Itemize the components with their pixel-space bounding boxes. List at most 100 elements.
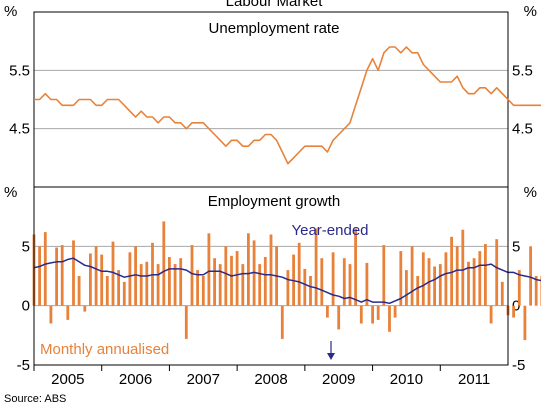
monthly-annualised-bar — [263, 257, 267, 306]
monthly-annualised-bar — [139, 264, 143, 306]
monthly-annualised-bar — [43, 232, 47, 306]
monthly-annualised-bar — [484, 244, 487, 306]
top-ytick-left: 4.5 — [9, 121, 30, 138]
monthly-annualised-bar — [438, 264, 442, 306]
monthly-annualised-bar — [534, 276, 538, 306]
monthly-annualised-bar — [49, 305, 53, 324]
monthly-annualised-bar — [207, 233, 211, 306]
monthly-annualised-bar — [461, 229, 465, 306]
monthly-annualised-bar — [309, 276, 312, 306]
monthly-annualised-bar — [410, 246, 414, 306]
monthly-annualised-bar — [105, 276, 109, 306]
bottom-ytick-right: 5 — [512, 238, 520, 255]
monthly-annualised-bar — [100, 254, 104, 306]
monthly-annualised-bar — [472, 258, 476, 306]
bottom-ytick-left: 0 — [22, 298, 30, 315]
monthly-annualised-bar — [421, 252, 425, 306]
monthly-annualised-bar — [348, 264, 352, 306]
monthly-annualised-bar — [184, 305, 188, 339]
bottom-ytick-right: 0 — [512, 298, 520, 315]
monthly-annualised-bar — [297, 242, 301, 306]
year-ended-arrow — [327, 341, 335, 360]
x-tick-label: 2011 — [458, 371, 490, 388]
monthly-annualised-bar — [89, 253, 92, 306]
monthly-annualised-bar — [224, 246, 228, 306]
monthly-annualised-bar — [247, 233, 250, 306]
monthly-annualised-bar — [128, 252, 132, 306]
monthly-annualised-bar — [365, 262, 369, 306]
bottom-right-unit: % — [524, 184, 537, 201]
bottom-ytick-left: -5 — [17, 357, 30, 374]
monthly-annualised-bar — [388, 305, 391, 332]
x-tick-label: 2007 — [187, 371, 220, 388]
monthly-annualised-bar — [331, 252, 335, 306]
top-panel-title: Unemployment rate — [209, 20, 340, 37]
monthly-annualised-bar — [517, 270, 521, 306]
monthly-annualised-bar — [529, 246, 532, 306]
monthly-annualised-bar — [55, 247, 58, 306]
monthly-annualised-bar — [405, 270, 408, 306]
bottom-panel-title: Employment growth — [208, 193, 341, 210]
monthly-annualised-bar — [111, 241, 115, 306]
source-note: Source: ABS — [4, 393, 66, 405]
monthly-annualised-bar — [145, 261, 149, 306]
monthly-annualised-bar — [359, 305, 363, 324]
monthly-annualised-bar — [303, 268, 307, 306]
monthly-annualised-bar — [94, 246, 98, 306]
legend-year-ended: Year-ended — [291, 222, 368, 239]
monthly-annualised-bar — [444, 252, 448, 306]
monthly-annualised-bar — [500, 281, 504, 306]
monthly-annualised-bar — [168, 257, 171, 306]
monthly-annualised-bar — [416, 276, 420, 306]
monthly-annualised-bar — [512, 305, 515, 318]
monthly-annualised-bar — [230, 255, 233, 306]
monthly-annualised-bar — [455, 246, 459, 306]
monthly-annualised-bar — [235, 251, 239, 306]
monthly-annualised-bar — [241, 264, 245, 306]
monthly-annualised-bar — [122, 281, 126, 306]
x-tick-label: 2009 — [322, 371, 355, 388]
bottom-ytick-left: 5 — [22, 238, 30, 255]
monthly-annualised-bar — [72, 240, 75, 306]
unemployment-rate-line — [34, 46, 541, 165]
monthly-annualised-bar — [38, 246, 41, 306]
panel-employment-growth: 5 5 0 0 -5 -5 2005 2006 2007 2008 2009 2010 2011 — [17, 186, 541, 388]
monthly-annualised-bar — [173, 264, 177, 306]
monthly-annualised-bar — [478, 251, 482, 306]
monthly-annualised-bar — [77, 276, 81, 306]
monthly-annualised-bar — [213, 258, 216, 306]
monthly-annualised-bar — [196, 270, 199, 306]
monthly-annualised-bar — [320, 258, 324, 306]
monthly-annualised-bar — [326, 305, 329, 318]
monthly-annualised-bar — [371, 305, 374, 324]
monthly-annualised-bar — [354, 228, 357, 306]
monthly-annualised-bar — [314, 228, 318, 306]
x-tick-label: 2006 — [119, 371, 152, 388]
top-ytick-right: 5.5 — [512, 62, 533, 79]
x-tick-label: 2008 — [254, 371, 287, 388]
monthly-annualised-bar — [179, 258, 183, 306]
monthly-annualised-bar — [190, 245, 194, 306]
x-tick-label: 2005 — [51, 371, 84, 388]
panel-unemployment: 4.5 4.5 5.5 5.5 — [9, 11, 541, 188]
monthly-annualised-bar — [60, 245, 64, 306]
top-ytick-left: 5.5 — [9, 62, 30, 79]
top-panel-frame — [33, 11, 509, 188]
monthly-annualised-bar — [489, 305, 493, 324]
monthly-annualised-bar — [495, 239, 499, 306]
monthly-annualised-bar — [218, 264, 222, 306]
monthly-annualised-bar — [467, 261, 470, 306]
monthly-annualised-bar — [134, 246, 137, 306]
top-ytick-right: 4.5 — [512, 121, 533, 138]
year-ended-line — [33, 257, 541, 305]
bottom-panel-frame — [33, 186, 509, 366]
monthly-annualised-bar — [337, 305, 341, 330]
monthly-annualised-bar — [258, 264, 262, 306]
top-left-unit: % — [4, 3, 17, 20]
monthly-annualised-bar — [376, 305, 380, 320]
monthly-annualised-bar — [66, 305, 70, 320]
top-right-unit: % — [524, 3, 537, 20]
monthly-annualised-bar — [523, 305, 527, 341]
monthly-annualised-bar — [393, 305, 397, 318]
